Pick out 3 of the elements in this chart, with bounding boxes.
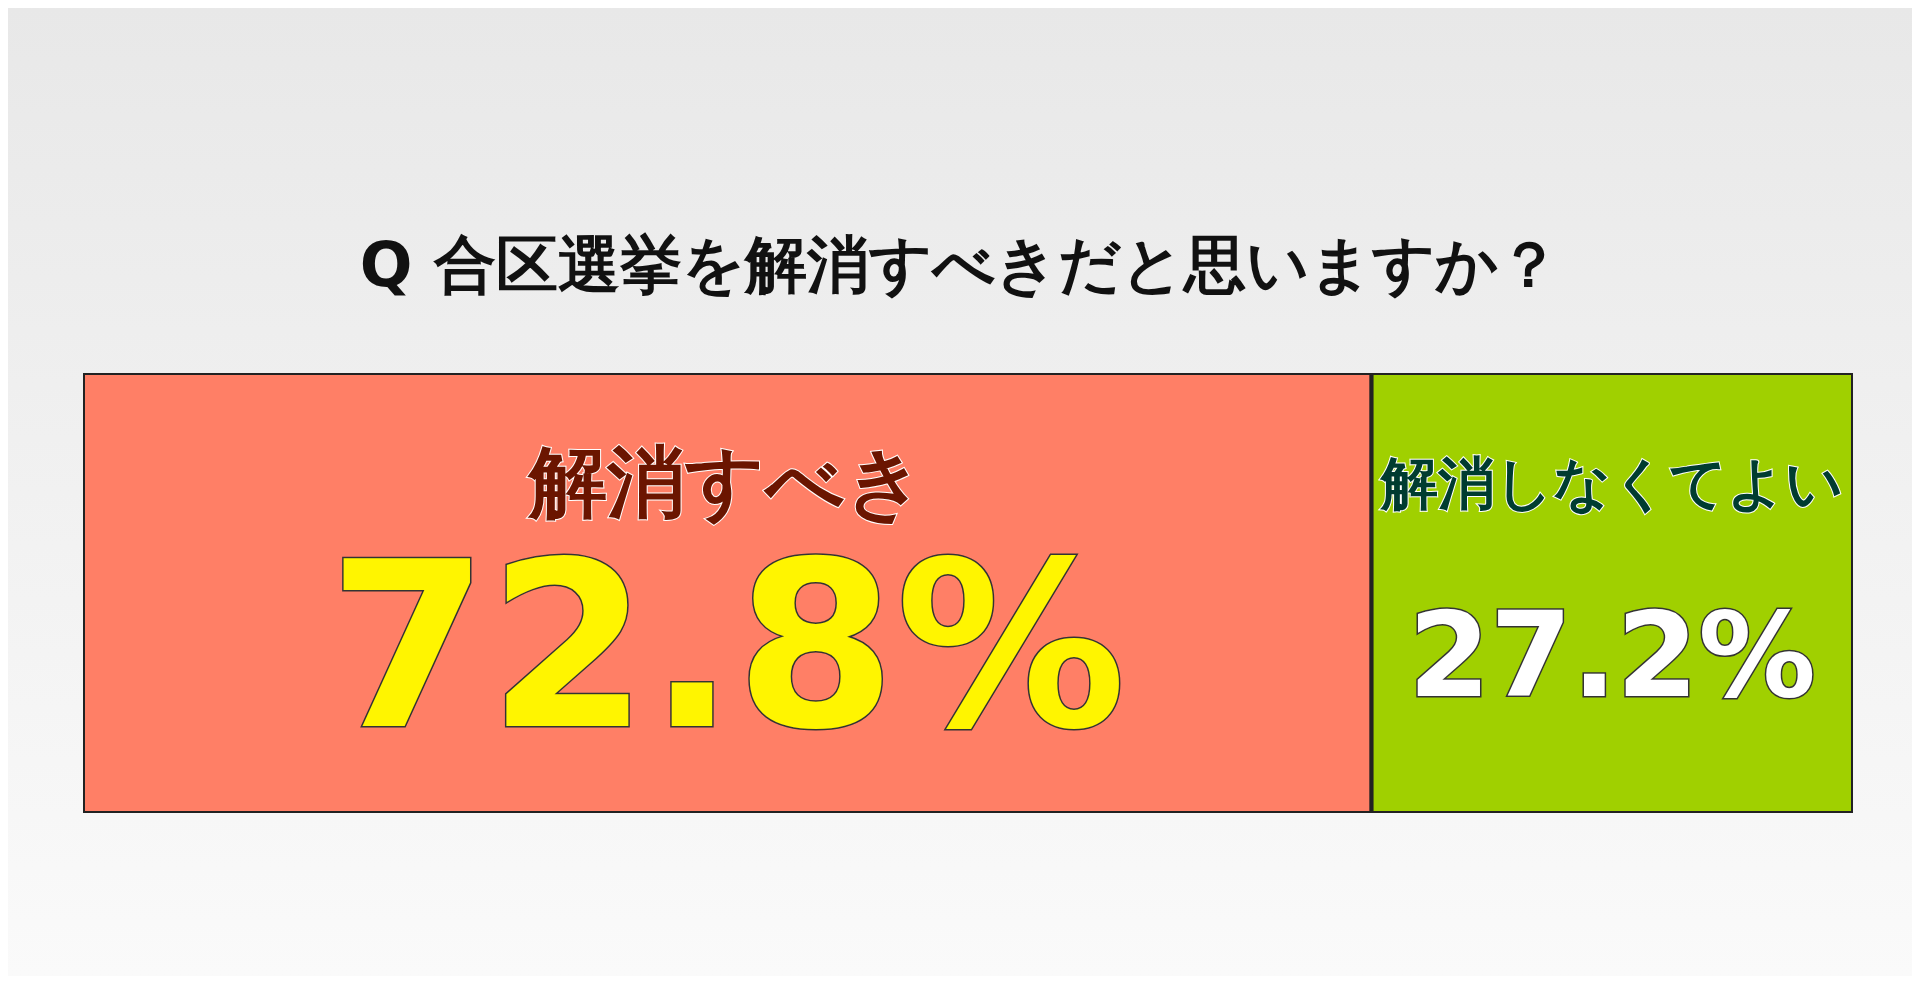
chart-title: Q 合区選挙を解消すべきだと思いますか？ — [358, 227, 1562, 303]
series-label: 解消しなくてよい — [1379, 450, 1844, 517]
data-label: 27.2% — [1408, 586, 1816, 724]
